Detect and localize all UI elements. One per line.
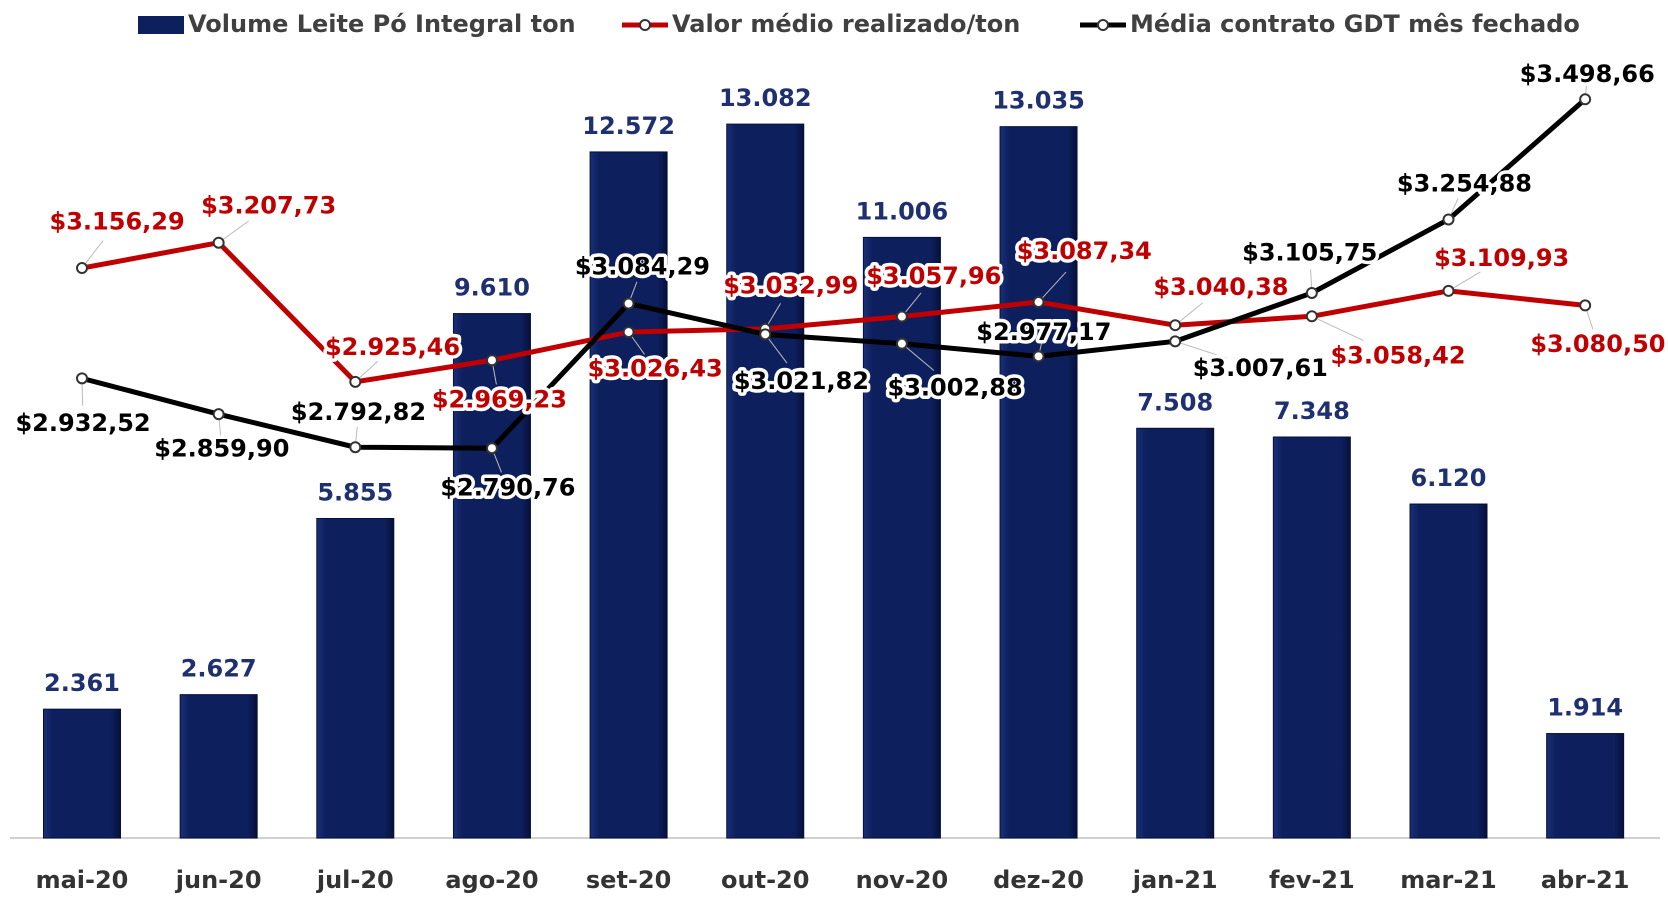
line — [81, 240, 1586, 385]
point — [1442, 284, 1455, 297]
legend-swatch — [639, 19, 651, 31]
point — [1305, 286, 1318, 299]
point-value-label: $3.057,96 — [866, 262, 1001, 290]
point-value-label: $3.498,66 — [1520, 60, 1655, 88]
x-tick-label: abr-21 — [1541, 866, 1630, 894]
bar-value-label: 13.082 — [719, 84, 812, 112]
point-value-label: $2.925,46 — [325, 333, 460, 361]
leader-line — [901, 343, 935, 371]
bar-value-label: 2.627 — [181, 655, 257, 683]
bar — [589, 151, 668, 839]
point — [349, 375, 362, 388]
bar — [43, 708, 121, 839]
point-value-label: $3.109,93 — [1434, 244, 1569, 272]
point — [1579, 299, 1592, 312]
point-value-label: $3.040,38 — [1153, 273, 1288, 301]
point-value-label: $2.977,17 — [976, 318, 1111, 346]
bar-value-label: 12.572 — [582, 112, 675, 140]
leader-line — [1448, 271, 1481, 292]
point — [895, 310, 908, 323]
point-value-label: $2.969,23 — [432, 386, 567, 414]
point — [622, 326, 635, 339]
point-value-label: $3.207,73 — [201, 192, 336, 220]
bar — [1546, 733, 1625, 839]
point-value-label: $3.002,88 — [888, 373, 1023, 401]
point — [1305, 310, 1318, 323]
legend-swatch — [138, 16, 184, 34]
point — [485, 442, 498, 455]
bar-value-label: 11.006 — [856, 197, 949, 225]
point — [1169, 335, 1182, 348]
bar-value-label: 9.610 — [454, 274, 530, 302]
bar-value-label: 5.855 — [317, 478, 393, 506]
point — [895, 337, 908, 350]
point-value-label: $2.790,76 — [440, 474, 575, 502]
point-value-label: $3.105,75 — [1242, 239, 1377, 267]
x-tick-label: out-20 — [721, 866, 809, 894]
x-tick-label: ago-20 — [445, 866, 538, 894]
x-tick-label: jan-21 — [1132, 866, 1218, 894]
point — [1442, 213, 1455, 226]
x-tick-label: mar-21 — [1400, 866, 1496, 894]
bar — [452, 313, 531, 839]
point-value-label: $3.080,50 — [1530, 330, 1665, 358]
point-value-label: $2.859,90 — [154, 434, 289, 462]
bar-value-label: 7.508 — [1137, 388, 1213, 416]
bar — [1409, 503, 1488, 839]
bar — [316, 517, 395, 839]
x-tick-label: mai-20 — [36, 866, 129, 894]
point-value-label: $2.932,52 — [15, 409, 150, 437]
bar — [999, 126, 1078, 839]
legend-label: Média contrato GDT mês fechado — [1130, 10, 1580, 38]
point-value-label: $2.792,82 — [291, 398, 426, 426]
x-tick-label: fev-21 — [1269, 866, 1355, 894]
x-tick-label: set-20 — [586, 866, 671, 894]
point-value-label: $3.058,42 — [1330, 342, 1465, 370]
x-tick-label: nov-20 — [856, 866, 949, 894]
point-value-label: $3.087,34 — [1017, 237, 1152, 265]
point-value-label: $3.026,43 — [588, 354, 723, 382]
bar-value-label: 7.348 — [1274, 397, 1350, 425]
point — [76, 372, 88, 385]
point — [1169, 319, 1182, 332]
point — [759, 328, 772, 341]
x-tick-label: dez-20 — [993, 866, 1084, 894]
point-value-label: $3.021,82 — [734, 367, 869, 395]
point — [1032, 350, 1045, 363]
leader-line — [1038, 271, 1067, 303]
bar-value-label: 2.361 — [44, 669, 120, 697]
legend-swatch — [1097, 19, 1109, 31]
point-value-label: $3.254,88 — [1397, 169, 1532, 197]
legend-label: Volume Leite Pó Integral ton — [188, 10, 576, 38]
bar — [1272, 436, 1351, 839]
point — [1032, 296, 1045, 309]
legend-label: Valor médio realizado/ton — [672, 10, 1020, 38]
point-value-label: $3.084,29 — [575, 252, 710, 280]
bar — [862, 236, 941, 839]
point — [349, 441, 362, 454]
point-value-label: $3.156,29 — [50, 207, 185, 235]
point — [212, 236, 225, 249]
bar — [1136, 427, 1215, 839]
point — [1579, 93, 1592, 106]
bar-value-label: 6.120 — [1411, 464, 1487, 492]
point-value-label: $3.032,99 — [723, 271, 858, 299]
line — [81, 97, 1587, 451]
bar — [179, 694, 258, 839]
x-tick-label: jul-20 — [316, 866, 394, 894]
leader-line — [1311, 315, 1364, 342]
bar-value-label: 13.035 — [992, 87, 1085, 115]
leader-line — [218, 220, 249, 244]
leader-line — [1175, 340, 1227, 359]
point — [76, 262, 88, 275]
point-value-label: $3.007,61 — [1193, 354, 1328, 382]
bar-value-label: 1.914 — [1547, 694, 1623, 722]
point — [622, 297, 635, 310]
bar — [726, 123, 805, 839]
x-tick-label: jun-20 — [175, 866, 262, 894]
point — [485, 354, 498, 367]
point — [212, 408, 225, 421]
